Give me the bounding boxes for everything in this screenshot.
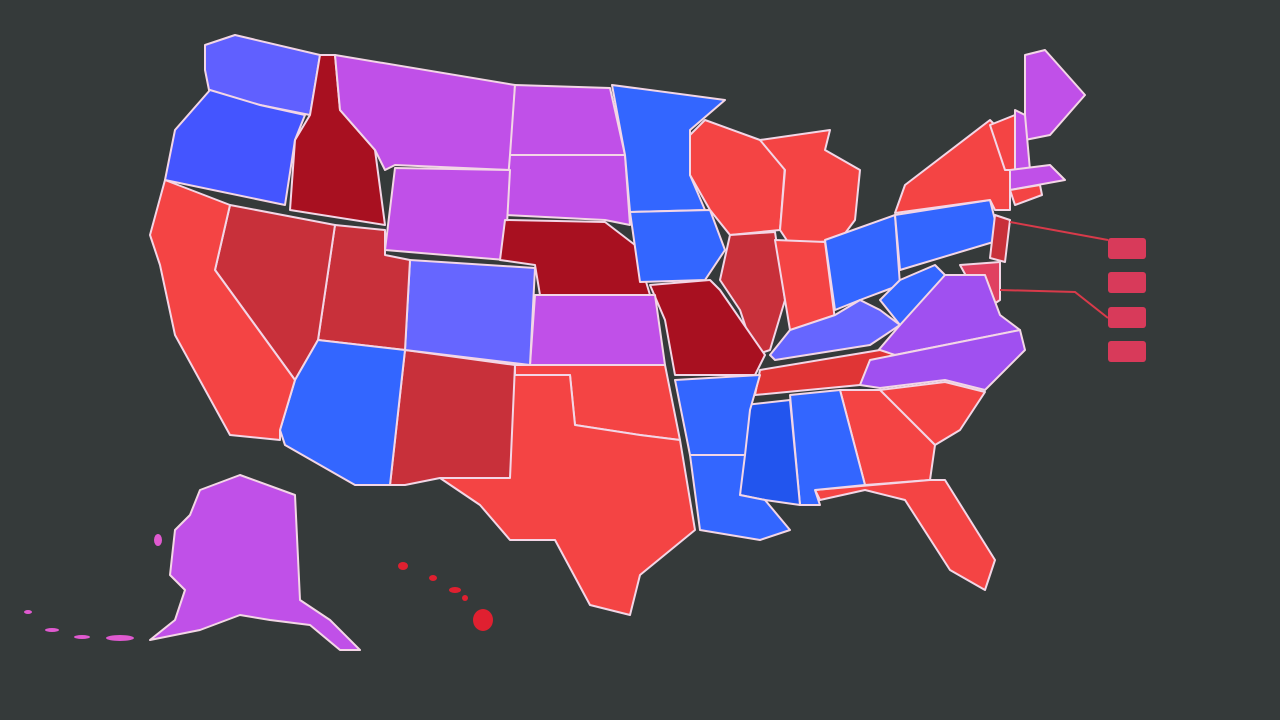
callout-box <box>1108 272 1146 293</box>
island <box>74 635 90 639</box>
states <box>24 34 1086 651</box>
island <box>462 595 468 601</box>
state-fl <box>814 479 996 591</box>
callout-line <box>999 289 1109 319</box>
island <box>24 610 32 614</box>
state-ma <box>1009 164 1066 191</box>
state-nm <box>389 349 516 486</box>
state-mo <box>649 279 766 376</box>
state-ca <box>149 179 296 441</box>
island <box>45 628 59 632</box>
state-nj <box>989 214 1011 263</box>
state-mi <box>759 129 861 246</box>
island <box>449 587 461 593</box>
state-hi <box>398 562 493 631</box>
state-or <box>164 89 306 206</box>
callout-line <box>1009 221 1109 241</box>
state-sd <box>504 154 631 226</box>
island <box>106 635 134 641</box>
state-ky <box>769 299 901 361</box>
callout-box <box>1108 307 1146 328</box>
state-mn <box>611 84 726 213</box>
callout-box <box>1108 341 1146 362</box>
state-tx <box>439 374 696 616</box>
state-ak <box>149 474 361 651</box>
island <box>473 609 493 631</box>
state-ct <box>1009 184 1043 206</box>
callouts <box>999 221 1146 362</box>
state-wy <box>384 167 511 261</box>
state-nd <box>509 84 626 156</box>
state-la <box>689 454 791 541</box>
island <box>154 534 162 546</box>
state-oh <box>824 214 901 311</box>
island <box>398 562 408 570</box>
state-ar <box>674 374 761 456</box>
state-co <box>404 259 536 366</box>
state-nc <box>859 329 1026 391</box>
state-ks <box>529 294 666 366</box>
callout-box <box>1108 238 1146 259</box>
state-ia <box>629 209 726 283</box>
island <box>429 575 437 581</box>
ak-islands <box>24 534 162 641</box>
